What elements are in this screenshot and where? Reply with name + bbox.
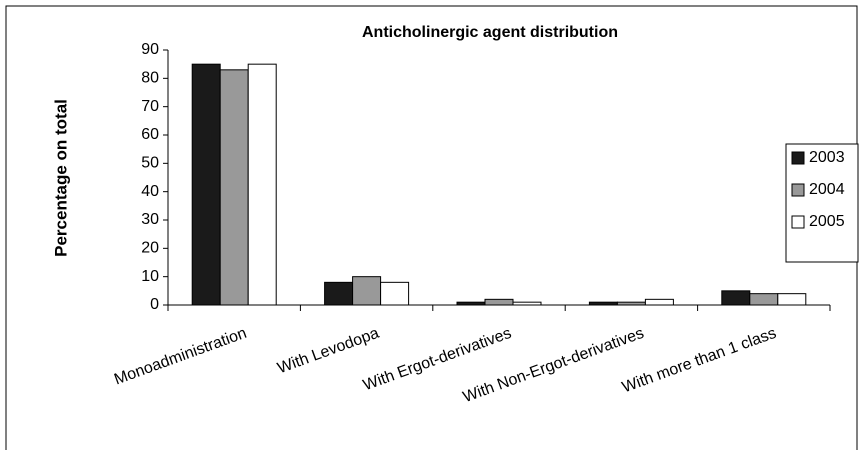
- x-tick-label: Monoadministration: [112, 325, 249, 389]
- y-tick-label: 50: [141, 155, 159, 172]
- bar: [616, 301, 646, 306]
- chart-title: Anticholinergic agent distribution: [362, 24, 618, 41]
- bar: [484, 298, 514, 306]
- bar: [721, 290, 751, 306]
- bar: [749, 293, 779, 306]
- y-tick-label: 70: [141, 98, 159, 115]
- frame: [5, 5, 858, 450]
- y-tick-label: 20: [141, 240, 159, 257]
- bar: [324, 281, 354, 306]
- y-tick-label: 10: [141, 268, 159, 285]
- x-tick-label: With Levodopa: [275, 325, 381, 378]
- y-tick-label: 90: [141, 41, 159, 58]
- legend-label: 2004: [809, 181, 845, 198]
- legend-swatch: [791, 215, 805, 229]
- y-axis-label: Percentage on total: [51, 99, 70, 257]
- bar: [512, 301, 542, 306]
- legend-label: 2005: [809, 213, 845, 230]
- legend-swatch: [791, 183, 805, 197]
- y-tick-label: 0: [150, 296, 159, 313]
- bar: [644, 298, 674, 306]
- bar: [777, 293, 807, 306]
- y-tick-label: 30: [141, 211, 159, 228]
- legend-swatch: [791, 151, 805, 165]
- y-tick-label: 80: [141, 70, 159, 87]
- y-tick-label: 40: [141, 183, 159, 200]
- legend-label: 2003: [809, 149, 845, 166]
- bar: [588, 301, 618, 306]
- bar: [219, 69, 249, 306]
- y-tick-label: 60: [141, 126, 159, 143]
- bar: [191, 63, 221, 306]
- bar: [380, 281, 410, 306]
- bar: [456, 301, 486, 306]
- bar: [352, 276, 382, 306]
- bar: [247, 63, 277, 306]
